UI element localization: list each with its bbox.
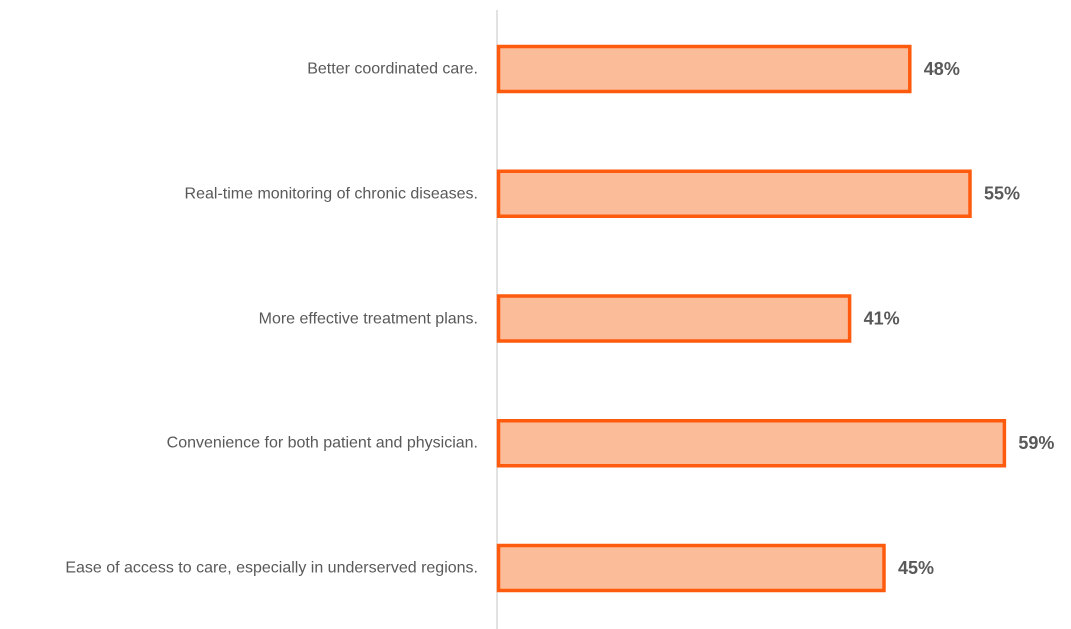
bar xyxy=(496,419,1007,468)
bar xyxy=(496,169,972,218)
value-label: 48% xyxy=(924,59,960,79)
value-label: 41% xyxy=(864,308,900,328)
bar xyxy=(496,294,852,343)
value-label: 59% xyxy=(1018,433,1054,453)
category-label: Ease of access to care, especially in un… xyxy=(65,559,478,577)
value-label: 55% xyxy=(984,184,1020,204)
category-label: Convenience for both patient and physici… xyxy=(166,434,478,452)
category-label: Better coordinated care. xyxy=(307,60,478,78)
bar xyxy=(496,44,912,94)
bar xyxy=(496,543,886,593)
value-label: 45% xyxy=(898,558,934,578)
category-label: Real-time monitoring of chronic diseases… xyxy=(184,185,478,203)
category-label: More effective treatment plans. xyxy=(258,310,478,327)
